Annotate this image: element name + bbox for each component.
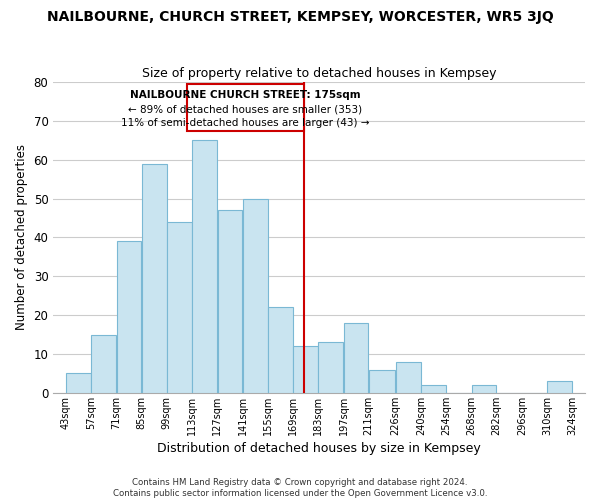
Bar xyxy=(396,362,421,393)
Text: Contains HM Land Registry data © Crown copyright and database right 2024.
Contai: Contains HM Land Registry data © Crown c… xyxy=(113,478,487,498)
Bar xyxy=(193,140,217,393)
Bar xyxy=(547,381,572,393)
X-axis label: Distribution of detached houses by size in Kempsey: Distribution of detached houses by size … xyxy=(157,442,481,455)
Bar xyxy=(268,308,293,393)
Bar xyxy=(142,164,167,393)
Text: 11% of semi-detached houses are larger (43) →: 11% of semi-detached houses are larger (… xyxy=(121,118,370,128)
Bar xyxy=(344,323,368,393)
Text: NAILBOURNE CHURCH STREET: 175sqm: NAILBOURNE CHURCH STREET: 175sqm xyxy=(130,90,361,100)
Bar xyxy=(116,242,142,393)
Bar xyxy=(319,342,343,393)
Bar xyxy=(167,222,192,393)
Bar xyxy=(243,198,268,393)
Text: ← 89% of detached houses are smaller (353): ← 89% of detached houses are smaller (35… xyxy=(128,104,362,115)
Bar xyxy=(218,210,242,393)
Bar xyxy=(369,370,395,393)
Bar xyxy=(187,84,304,130)
Bar xyxy=(472,385,496,393)
Bar xyxy=(293,346,318,393)
Bar xyxy=(421,385,446,393)
Title: Size of property relative to detached houses in Kempsey: Size of property relative to detached ho… xyxy=(142,66,496,80)
Bar xyxy=(66,374,91,393)
Text: NAILBOURNE, CHURCH STREET, KEMPSEY, WORCESTER, WR5 3JQ: NAILBOURNE, CHURCH STREET, KEMPSEY, WORC… xyxy=(47,10,553,24)
Y-axis label: Number of detached properties: Number of detached properties xyxy=(15,144,28,330)
Bar xyxy=(91,334,116,393)
